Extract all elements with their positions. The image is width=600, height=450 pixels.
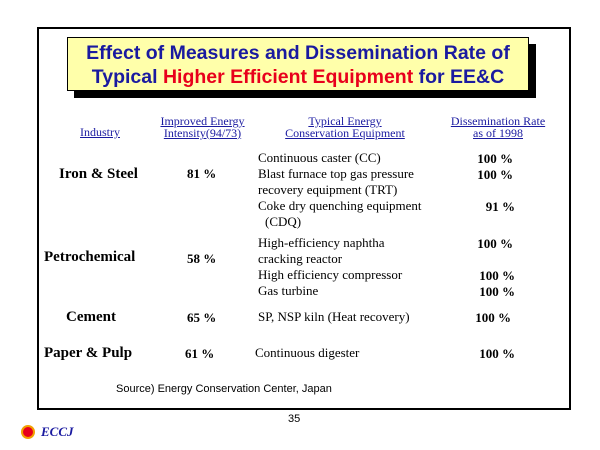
industry-petrochemical: Petrochemical bbox=[44, 249, 136, 265]
title-line-2-pre: Typical bbox=[91, 66, 163, 88]
rate-iron-steel-1: 100 % bbox=[477, 151, 513, 166]
intensity-iron-steel: 81 % bbox=[187, 166, 217, 181]
industry-paper-pulp: Paper & Pulp bbox=[44, 345, 133, 361]
logo-mark-icon bbox=[21, 425, 35, 439]
header-equipment: Typical Energy Conservation Equipment bbox=[270, 115, 420, 139]
rate-petrochemical-1: 100 % bbox=[477, 236, 513, 251]
header-equipment-line-2: Conservation Equipment bbox=[285, 126, 405, 140]
equipment-petrochemical-3: High efficiency compressor bbox=[258, 267, 403, 282]
page-number: 35 bbox=[288, 413, 301, 425]
equipment-petrochemical-1: High-efficiency naphtha bbox=[258, 235, 385, 250]
header-intensity: Improved Energy Intensity(94/73) bbox=[150, 115, 255, 139]
rate-paper-pulp-1: 100 % bbox=[479, 346, 515, 361]
header-intensity-line-2: Intensity(94/73) bbox=[163, 126, 242, 140]
eccj-logo: ECCJ bbox=[21, 424, 74, 440]
rate-petrochemical-2: 100 % bbox=[479, 268, 515, 283]
header-industry: Industry bbox=[80, 125, 120, 139]
equipment-iron-steel-2: Blast furnace top gas pressure bbox=[258, 166, 414, 181]
rate-iron-steel-2: 100 % bbox=[477, 167, 513, 182]
rate-iron-steel-3: 91 % bbox=[485, 199, 515, 214]
header-rate: Dissemination Rate as of 1998 bbox=[437, 115, 559, 139]
rate-petrochemical-3: 100 % bbox=[479, 284, 515, 299]
header-intensity-line-1: Improved Energy bbox=[160, 114, 245, 128]
header-rate-line-2: as of 1998 bbox=[473, 126, 523, 140]
header-equipment-line-1: Typical Energy bbox=[308, 114, 382, 128]
industry-cement: Cement bbox=[66, 309, 116, 325]
title-line-2-post: for EE&C bbox=[413, 66, 505, 88]
source-note: Source) Energy Conservation Center, Japa… bbox=[116, 383, 332, 395]
equipment-iron-steel-3: recovery equipment (TRT) bbox=[258, 182, 398, 197]
equipment-petrochemical-4: Gas turbine bbox=[258, 283, 319, 298]
equipment-cement-1: SP, NSP kiln (Heat recovery) bbox=[258, 309, 410, 324]
header-rate-line-1: Dissemination Rate bbox=[450, 114, 546, 128]
equipment-iron-steel-4: Coke dry quenching equipment bbox=[258, 198, 422, 213]
equipment-paper-pulp-1: Continuous digester bbox=[255, 345, 360, 360]
title-highlight: Higher Efficient Equipment bbox=[162, 66, 414, 88]
equipment-iron-steel-1: Continuous caster (CC) bbox=[258, 150, 381, 165]
rate-cement-1: 100 % bbox=[475, 310, 511, 325]
equipment-petrochemical-2: cracking reactor bbox=[258, 251, 343, 266]
industry-iron-steel: Iron & Steel bbox=[59, 166, 138, 182]
equipment-iron-steel-5: (CDQ) bbox=[265, 214, 302, 229]
slide-frame bbox=[37, 27, 571, 410]
slide-title: Effect of Measures and Dissemination Rat… bbox=[67, 37, 529, 91]
intensity-petrochemical: 58 % bbox=[187, 251, 217, 266]
intensity-cement: 65 % bbox=[187, 310, 217, 325]
title-line-1: Effect of Measures and Dissemination Rat… bbox=[86, 42, 510, 64]
logo-text: ECCJ bbox=[41, 424, 74, 439]
intensity-paper-pulp: 61 % bbox=[185, 346, 215, 361]
title-line-2: Typical Higher Efficient Equipment for E… bbox=[68, 65, 528, 89]
